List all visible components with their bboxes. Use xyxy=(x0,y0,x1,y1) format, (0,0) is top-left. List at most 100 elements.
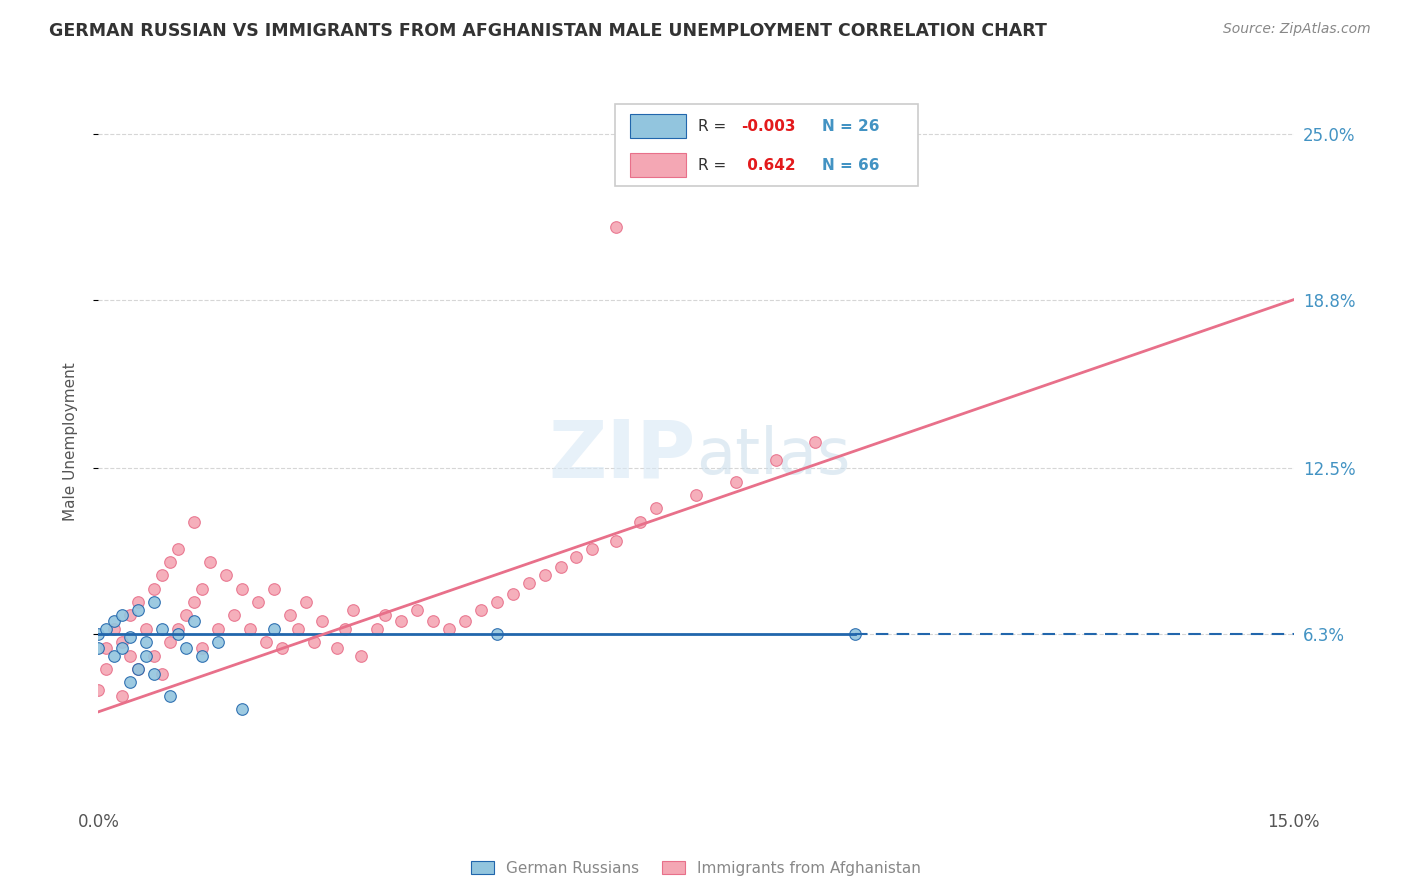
Point xyxy=(183,614,205,628)
Point xyxy=(127,662,149,676)
Point xyxy=(533,568,555,582)
Point xyxy=(302,635,325,649)
Point xyxy=(143,667,166,681)
Point xyxy=(246,595,269,609)
Point xyxy=(120,648,142,663)
Point xyxy=(326,640,349,655)
Point xyxy=(96,622,118,636)
Point xyxy=(167,627,190,641)
Point xyxy=(183,515,205,529)
Point xyxy=(685,488,707,502)
Text: N = 26: N = 26 xyxy=(823,119,879,134)
Point xyxy=(366,622,388,636)
Point xyxy=(191,648,214,663)
Point xyxy=(645,501,668,516)
Point xyxy=(485,595,508,609)
Text: -0.003: -0.003 xyxy=(741,119,796,134)
Point xyxy=(120,608,142,623)
Point xyxy=(103,614,125,628)
Point xyxy=(422,614,444,628)
Point xyxy=(231,582,253,596)
Point xyxy=(350,648,373,663)
Point xyxy=(804,434,827,449)
Point xyxy=(96,640,118,655)
Point xyxy=(294,595,316,609)
Point xyxy=(287,622,309,636)
Point xyxy=(191,640,214,655)
Point xyxy=(470,603,492,617)
Point xyxy=(565,549,588,564)
Point xyxy=(263,582,285,596)
Point xyxy=(605,220,627,235)
Point xyxy=(111,608,134,623)
Point xyxy=(143,582,166,596)
Point xyxy=(120,675,142,690)
Point xyxy=(150,622,173,636)
Point xyxy=(127,603,149,617)
Point xyxy=(207,635,229,649)
Point xyxy=(335,622,357,636)
Point xyxy=(215,568,238,582)
Point xyxy=(207,622,229,636)
Point xyxy=(502,587,524,601)
Point xyxy=(159,555,181,569)
Text: 0.642: 0.642 xyxy=(741,158,796,173)
Point xyxy=(581,541,603,556)
Point xyxy=(103,622,125,636)
Point xyxy=(174,608,197,623)
Point xyxy=(127,662,149,676)
Text: GERMAN RUSSIAN VS IMMIGRANTS FROM AFGHANISTAN MALE UNEMPLOYMENT CORRELATION CHAR: GERMAN RUSSIAN VS IMMIGRANTS FROM AFGHAN… xyxy=(49,22,1047,40)
FancyBboxPatch shape xyxy=(630,114,686,138)
Point xyxy=(135,648,157,663)
Point xyxy=(437,622,460,636)
Point xyxy=(183,595,205,609)
Point xyxy=(406,603,429,617)
Y-axis label: Male Unemployment: Male Unemployment xyxy=(63,362,77,521)
Point xyxy=(374,608,396,623)
Point xyxy=(191,582,214,596)
Point xyxy=(167,622,190,636)
Point xyxy=(454,614,477,628)
Text: R =: R = xyxy=(699,158,731,173)
Point xyxy=(765,453,787,467)
Point xyxy=(311,614,333,628)
Point xyxy=(87,683,110,698)
Point xyxy=(278,608,301,623)
Point xyxy=(111,640,134,655)
Text: R =: R = xyxy=(699,119,731,134)
Point xyxy=(143,595,166,609)
Point xyxy=(150,667,173,681)
Point xyxy=(485,627,508,641)
Legend: German Russians, Immigrants from Afghanistan: German Russians, Immigrants from Afghani… xyxy=(465,855,927,882)
Point xyxy=(111,635,134,649)
Text: ZIP: ZIP xyxy=(548,417,696,495)
Point xyxy=(517,576,540,591)
Point xyxy=(120,630,142,644)
Point xyxy=(270,640,292,655)
Point xyxy=(135,635,157,649)
Point xyxy=(605,533,627,548)
FancyBboxPatch shape xyxy=(614,104,918,186)
Point xyxy=(628,515,651,529)
Point xyxy=(150,568,173,582)
Point xyxy=(550,560,572,574)
Text: Source: ZipAtlas.com: Source: ZipAtlas.com xyxy=(1223,22,1371,37)
Point xyxy=(389,614,412,628)
Point xyxy=(254,635,277,649)
Text: atlas: atlas xyxy=(696,425,851,487)
Point xyxy=(111,689,134,703)
Point xyxy=(135,622,157,636)
Point xyxy=(159,635,181,649)
Point xyxy=(159,689,181,703)
Point xyxy=(143,648,166,663)
Point xyxy=(342,603,364,617)
Text: N = 66: N = 66 xyxy=(823,158,879,173)
Point xyxy=(198,555,221,569)
Point xyxy=(724,475,747,489)
Point xyxy=(222,608,245,623)
Point xyxy=(127,595,149,609)
FancyBboxPatch shape xyxy=(630,153,686,178)
Point xyxy=(96,662,118,676)
Point xyxy=(239,622,262,636)
Point xyxy=(87,627,110,641)
